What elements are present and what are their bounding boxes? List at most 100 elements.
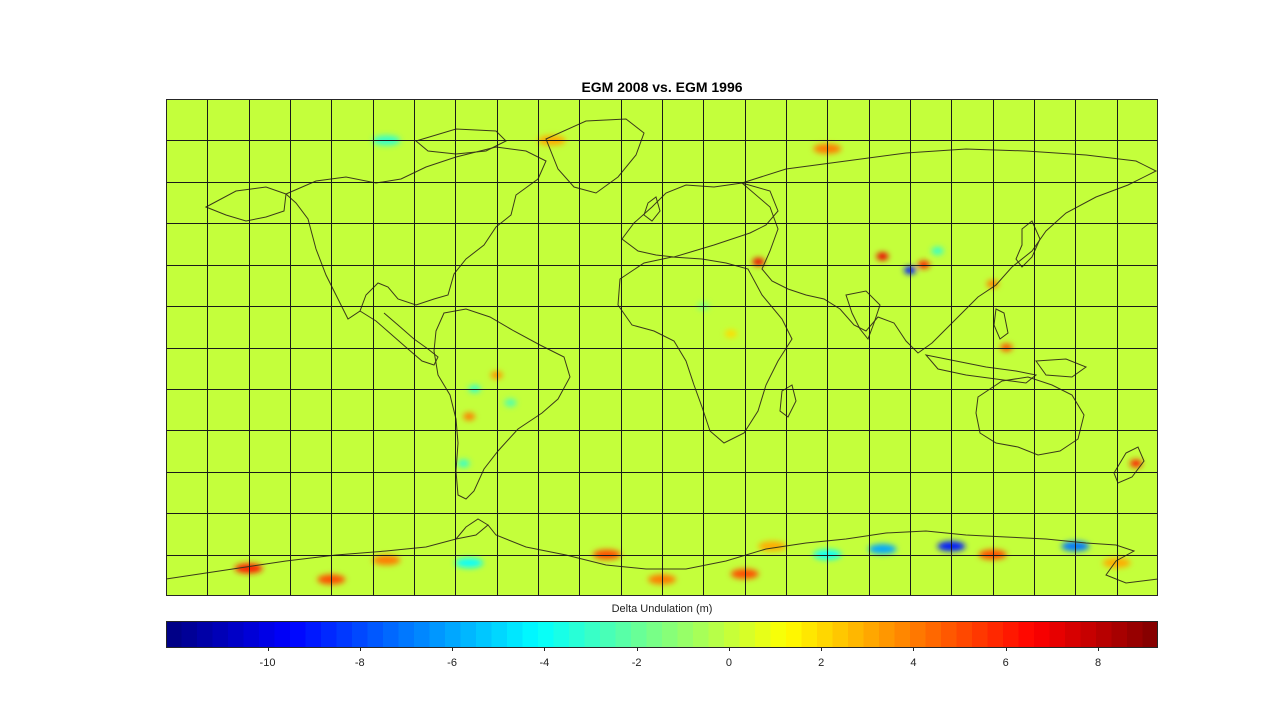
colorbar-tick-mark xyxy=(728,648,730,651)
colorbar-tick-mark xyxy=(267,648,269,651)
colorbar-swatch xyxy=(1034,621,1051,648)
colorbar-tick-label: -8 xyxy=(354,657,365,669)
coastline-antarctica xyxy=(166,524,1158,584)
colorbar-tick-label: -4 xyxy=(539,657,550,669)
colorbar-swatch xyxy=(848,621,865,648)
coastline-madagascar xyxy=(779,384,797,418)
chart-title: EGM 2008 vs. EGM 1996 xyxy=(581,79,743,95)
coastline-africa xyxy=(617,256,793,444)
colorbar-tick-label: 6 xyxy=(1002,657,1009,669)
coastline-alaska xyxy=(204,186,287,222)
anomaly-4 xyxy=(457,459,470,468)
colorbar-swatch xyxy=(879,621,896,648)
anomaly-28 xyxy=(455,557,484,568)
colorbar-swatch xyxy=(414,621,431,648)
colorbar-tick-label: 4 xyxy=(910,657,917,669)
colorbar-swatch xyxy=(274,621,291,648)
colorbar-tick-label: -10 xyxy=(259,657,276,669)
colorbar-swatch xyxy=(693,621,710,648)
colorbar-swatch xyxy=(631,621,648,648)
colorbar-swatch xyxy=(491,621,508,648)
colorbar-swatch xyxy=(863,621,880,648)
colorbar-tick-mark xyxy=(1005,648,1007,651)
colorbar-swatch xyxy=(972,621,989,648)
colorbar-swatch xyxy=(724,621,741,648)
anomaly-5 xyxy=(752,257,765,266)
colorbar-swatch xyxy=(739,621,756,648)
colorbar-swatch xyxy=(925,621,942,648)
colorbar-swatch xyxy=(894,621,911,648)
colorbar-swatch xyxy=(476,621,493,648)
colorbar-swatch xyxy=(1065,621,1082,648)
coastline-north-america xyxy=(285,146,547,320)
colorbar-swatch xyxy=(1049,621,1066,648)
colorbar-swatch xyxy=(445,621,462,648)
colorbar-swatch xyxy=(429,621,446,648)
anomaly-18 xyxy=(592,549,621,560)
colorbar-tick-mark xyxy=(821,648,823,651)
colorbar-swatch xyxy=(1142,621,1158,648)
colorbar-swatch xyxy=(646,621,663,648)
colorbar-tick-label: -2 xyxy=(631,657,642,669)
colorbar-swatch xyxy=(1127,621,1144,648)
coastline-arctic-islands xyxy=(414,128,507,155)
colorbar-swatch xyxy=(755,621,772,648)
colorbar-swatch xyxy=(662,621,679,648)
colorbar-swatch xyxy=(507,621,524,648)
coastline-uk xyxy=(643,196,661,222)
colorbar-swatch xyxy=(786,621,803,648)
anomaly-6 xyxy=(724,329,737,338)
map-svg xyxy=(166,99,1158,596)
colorbar-tick-mark xyxy=(544,648,546,651)
colorbar-swatch xyxy=(166,621,183,648)
coastline-central-america xyxy=(359,310,439,366)
colorbar-swatch xyxy=(1018,621,1035,648)
colorbar-label: Delta Undulation (m) xyxy=(611,603,713,615)
colorbar-swatch xyxy=(522,621,539,648)
coastline-philippines xyxy=(993,308,1009,340)
anomaly-27 xyxy=(372,555,401,566)
colorbar-swatch xyxy=(197,621,214,648)
colorbar-swatch xyxy=(305,621,322,648)
colorbar-swatch xyxy=(584,621,601,648)
colorbar-swatch xyxy=(290,621,307,648)
anomaly-0 xyxy=(490,371,503,380)
colorbar-tick-mark xyxy=(359,648,361,651)
coastline-south-america xyxy=(433,308,571,500)
anomaly-12 xyxy=(986,279,999,288)
colorbar-swatch xyxy=(708,621,725,648)
colorbar-tick-label: -6 xyxy=(447,657,457,669)
colorbar-swatch xyxy=(538,621,555,648)
colorbar-swatch xyxy=(259,621,276,648)
colorbar-swatch xyxy=(677,621,694,648)
colorbar-tick-label: 0 xyxy=(725,657,732,669)
anomaly-11 xyxy=(931,246,944,255)
colorbar-tick-mark xyxy=(913,648,915,651)
colorbar-swatch xyxy=(367,621,384,648)
colorbar-swatch xyxy=(398,621,415,648)
map-panel xyxy=(166,99,1158,596)
colorbar-tick-label: 8 xyxy=(1094,657,1102,669)
coastline-india xyxy=(845,290,881,340)
anomaly-13 xyxy=(1000,343,1013,352)
colorbar-swatch xyxy=(956,621,973,648)
colorbar-swatch xyxy=(1096,621,1113,648)
colorbar-swatch xyxy=(832,621,849,648)
coastline-new-guinea xyxy=(1035,358,1088,378)
colorbar-swatch xyxy=(553,621,570,648)
anomaly-2 xyxy=(463,412,476,421)
colorbar-swatch xyxy=(383,621,400,648)
colorbar-ticks: -10 -8 -6 -4 -2 0 2 4 6 8 xyxy=(166,648,1158,674)
anomaly-layer xyxy=(234,135,1142,585)
colorbar-border xyxy=(166,621,1158,648)
colorbar-swatch xyxy=(181,621,198,648)
colorbar-swatch xyxy=(460,621,477,648)
colorbar-swatch xyxy=(1003,621,1020,648)
colorbar-swatches xyxy=(166,621,1158,648)
colorbar-swatch xyxy=(1111,621,1128,648)
colorbar-swatch xyxy=(801,621,818,648)
colorbar-swatch xyxy=(243,621,260,648)
anomaly-1 xyxy=(468,384,481,393)
coastline-europe xyxy=(621,182,779,258)
